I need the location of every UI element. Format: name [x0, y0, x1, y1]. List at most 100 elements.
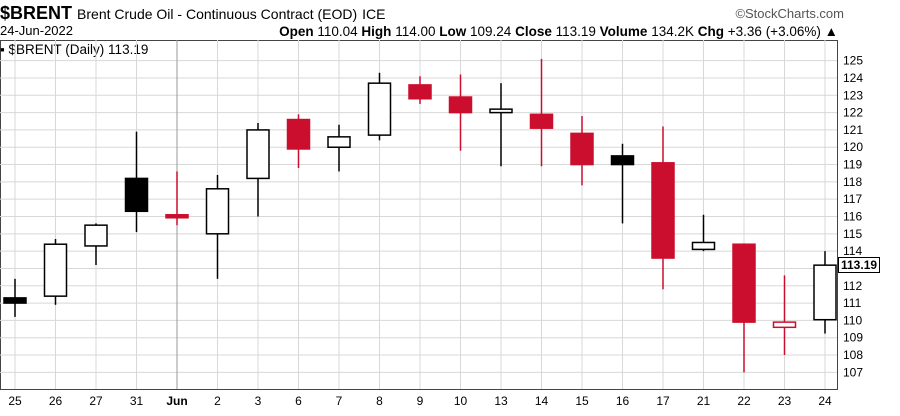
candle-14 [529, 58, 554, 167]
x-tick-label: 14 [535, 394, 549, 408]
candle-31 [124, 131, 149, 233]
y-tick-label: 112 [843, 279, 862, 293]
exchange: ICE [362, 6, 386, 22]
plot-frame [0, 40, 838, 390]
candle-body [529, 113, 554, 129]
candle-3 [246, 122, 270, 217]
open-value: 110.04 [317, 24, 358, 39]
x-tick-label: 27 [89, 394, 103, 408]
x-tick-label: 21 [697, 394, 711, 408]
x-tick-label: 24 [818, 394, 832, 408]
low-label: Low [439, 24, 467, 39]
x-tick-label: 2 [214, 394, 221, 408]
candle-body [732, 243, 756, 323]
y-tick-label: 122 [843, 106, 863, 120]
candle-7 [327, 124, 351, 172]
x-tick-label: 23 [778, 394, 792, 408]
x-tick-label: 7 [336, 394, 343, 408]
candle-16 [610, 143, 635, 224]
x-tick-label: 25 [8, 394, 22, 408]
close-value: 113.19 [555, 24, 596, 39]
candle-body [84, 224, 108, 247]
candle-body [448, 96, 473, 114]
candle-body [165, 214, 189, 219]
y-tick-label: 116 [843, 210, 862, 224]
x-tick-label: 8 [376, 394, 383, 408]
description: Brent Crude Oil - Continuous Contract (E… [77, 6, 358, 22]
volume-label: Volume [599, 24, 648, 39]
candle-17 [651, 126, 675, 290]
symbol-title: $BRENT Brent Crude Oil - Continuous Cont… [0, 3, 386, 24]
chg-up-icon: ▲ [824, 24, 838, 39]
candle-15 [570, 116, 594, 186]
x-tick-label: 6 [295, 394, 302, 408]
chg-value: +3.36 (+3.06%) [727, 24, 821, 39]
candle-body [43, 243, 68, 297]
candle-25 [3, 278, 27, 317]
candle-10 [448, 74, 473, 151]
candle-body [691, 241, 716, 251]
y-tick-label: 125 [843, 54, 863, 68]
y-tick-label: 120 [843, 140, 863, 154]
y-tick-label: 123 [843, 88, 863, 102]
candle-body [570, 132, 594, 166]
x-tick-label: 16 [616, 394, 630, 408]
candle-2 [205, 174, 230, 279]
candle-23 [772, 275, 797, 356]
last-price-label: 113.19 [838, 257, 881, 274]
y-tick-label: 115 [843, 227, 862, 241]
candle-26 [43, 239, 68, 305]
candle-body [367, 82, 392, 136]
x-tick-label: Jun [166, 394, 187, 408]
y-tick-label: 118 [843, 175, 862, 189]
chart-legend: ▪ $BRENT (Daily) 113.19 [0, 42, 149, 57]
volume-value: 134.2K [651, 24, 694, 39]
y-tick-label: 117 [843, 192, 862, 206]
candle-body [408, 84, 432, 100]
x-tick-label: 3 [255, 394, 262, 408]
candle-Jun [165, 171, 189, 226]
open-label: Open [279, 24, 314, 39]
candle-body [3, 297, 27, 304]
x-tick-label: 9 [417, 394, 424, 408]
candle-9 [408, 76, 432, 104]
close-label: Close [515, 24, 552, 39]
price-stats: Open 110.04 High 114.00 Low 109.24 Close… [279, 24, 838, 39]
y-tick-label: 110 [843, 313, 862, 327]
x-tick-label: 17 [656, 394, 670, 408]
candle-body [489, 108, 513, 114]
y-tick-label: 124 [843, 71, 863, 85]
y-tick-label: 121 [843, 123, 863, 137]
low-value: 109.24 [470, 24, 512, 39]
candle-body [205, 188, 230, 235]
y-tick-label: 108 [843, 348, 863, 362]
x-tick-label: 26 [49, 394, 63, 408]
candle-body [286, 118, 311, 150]
y-tick-label: 109 [843, 331, 863, 345]
candle-13 [489, 83, 513, 167]
y-tick-label: 107 [843, 365, 863, 379]
candle-body [610, 155, 635, 166]
y-tick-label: 111 [843, 296, 862, 310]
candle-24 [813, 251, 837, 334]
candle-6 [286, 114, 311, 169]
x-tick-label: 10 [454, 394, 468, 408]
candle-body [772, 321, 797, 329]
candle-27 [84, 223, 108, 265]
x-tick-label: 31 [130, 394, 144, 408]
x-tick-label: 13 [494, 394, 508, 408]
x-tick-label: 22 [737, 394, 751, 408]
candle-body [651, 162, 675, 259]
chart-date: 24-Jun-2022 [0, 23, 73, 38]
y-tick-label: 114 [843, 244, 862, 258]
symbol: $BRENT [0, 3, 73, 23]
high-value: 114.00 [395, 24, 436, 39]
chg-label: Chg [697, 24, 725, 39]
candle-body [813, 264, 837, 321]
credit: ©StockCharts.com [735, 6, 844, 21]
y-tick-label: 119 [843, 158, 862, 172]
candle-21 [691, 214, 716, 252]
high-label: High [361, 24, 392, 39]
candle-body [124, 177, 149, 213]
